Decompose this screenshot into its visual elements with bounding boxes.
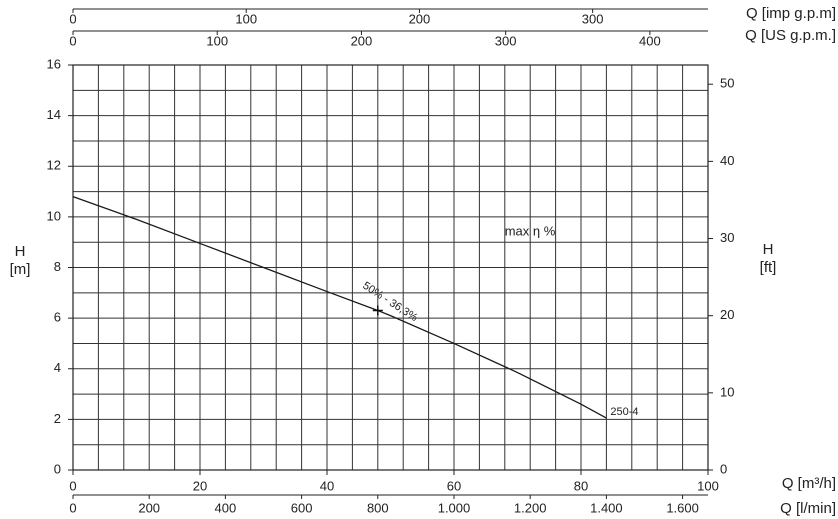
- y-tick-label: 8: [54, 259, 61, 274]
- x-tick-label: 1.600: [666, 500, 699, 515]
- y2-tick-label: 30: [720, 230, 734, 245]
- curve-label: 250-4: [610, 406, 638, 418]
- x-axis-label: Q [US g.p.m.]: [745, 27, 836, 44]
- y-tick-label: 2: [54, 411, 61, 426]
- y-tick-label: 4: [54, 360, 61, 375]
- x-tick-label: 0: [69, 478, 76, 493]
- x-tick-label: 100: [206, 33, 228, 48]
- y-tick-label: 6: [54, 310, 61, 325]
- x-tick-label: 0: [69, 33, 76, 48]
- y2-tick-label: 50: [720, 76, 734, 91]
- y2-tick-label: 10: [720, 384, 734, 399]
- x-tick-label: 1.400: [590, 500, 623, 515]
- x-tick-label: 200: [351, 33, 373, 48]
- x-tick-label: 200: [138, 500, 160, 515]
- annotation: 50% - 36,3%: [360, 280, 420, 324]
- x-axis-label: Q [imp g.p.m]: [746, 5, 836, 22]
- y2-tick-label: 0: [720, 461, 727, 476]
- x-tick-label: 200: [409, 11, 431, 26]
- x-tick-label: 60: [447, 478, 461, 493]
- y-label: H: [15, 243, 26, 260]
- y2-tick-label: 40: [720, 153, 734, 168]
- y-label-unit: [m]: [10, 261, 31, 278]
- x-tick-label: 1.200: [514, 500, 547, 515]
- y-tick-label: 12: [47, 158, 61, 173]
- x-tick-label: 100: [697, 478, 719, 493]
- x-tick-label: 400: [639, 33, 661, 48]
- x-tick-label: 300: [582, 11, 604, 26]
- y-tick-label: 16: [47, 56, 61, 71]
- x-tick-label: 300: [495, 33, 517, 48]
- x-tick-label: 80: [574, 478, 588, 493]
- y2-label: H: [763, 241, 774, 258]
- x-axis-label: Q [l/min]: [780, 500, 836, 517]
- y-tick-label: 10: [47, 208, 61, 223]
- x-tick-label: 0: [69, 500, 76, 515]
- x-tick-label: 800: [367, 500, 389, 515]
- x-tick-label: 1.000: [438, 500, 471, 515]
- x-axis-label: Q [m³/h]: [782, 475, 836, 492]
- x-tick-label: 0: [69, 11, 76, 26]
- x-tick-label: 600: [291, 500, 313, 515]
- x-tick-label: 20: [193, 478, 207, 493]
- y2-tick-label: 20: [720, 307, 734, 322]
- x-tick-label: 40: [320, 478, 334, 493]
- y-tick-label: 14: [47, 107, 61, 122]
- x-tick-label: 100: [235, 11, 257, 26]
- x-tick-label: 400: [215, 500, 237, 515]
- y2-label-unit: [ft]: [760, 259, 777, 276]
- y-tick-label: 0: [54, 461, 61, 476]
- bep-marker: [372, 305, 383, 316]
